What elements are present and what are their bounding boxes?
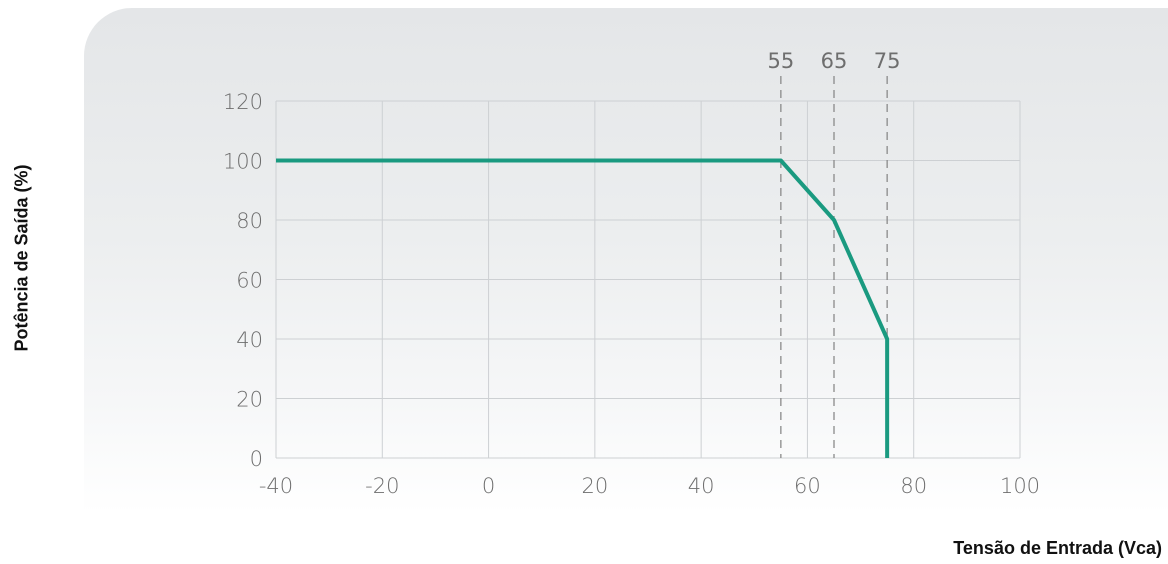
x-tick-labels: -40 -20 0 20 40 60 80 100 [259, 474, 1040, 498]
annotation-labels: 55 65 75 [767, 49, 900, 73]
x-tick-label: 80 [900, 474, 927, 498]
x-tick-label: 40 [688, 474, 715, 498]
y-tick-label: 40 [236, 328, 263, 352]
x-tick-label: 20 [581, 474, 608, 498]
series-lines [276, 158, 890, 458]
y-tick-label: 100 [223, 150, 263, 174]
annotation-label-65: 65 [821, 49, 848, 73]
annotation-label-75: 75 [874, 49, 901, 73]
x-tick-label: 100 [1000, 474, 1040, 498]
x-axis-label: Tensão de Entrada (Vca) [953, 538, 1162, 558]
x-tick-label: -40 [259, 474, 293, 498]
y-tick-labels: 0 20 40 60 80 100 120 [223, 90, 263, 471]
y-tick-label: 20 [236, 388, 263, 412]
annotation-guides [780, 76, 888, 458]
x-tick-label: 60 [794, 474, 821, 498]
y-tick-label: 80 [236, 209, 263, 233]
x-tick-label: -20 [365, 474, 399, 498]
grid-lines [275, 100, 1021, 459]
annotation-label-55: 55 [767, 49, 794, 73]
chart-background-panel [84, 8, 1168, 513]
y-tick-label: 60 [236, 269, 263, 293]
series-line-0 [276, 158, 890, 458]
y-axis-label: Potência de Saída (%) [11, 164, 32, 352]
y-tick-label: 120 [223, 90, 263, 114]
y-tick-label: 0 [250, 447, 263, 471]
x-tick-label: 0 [482, 474, 495, 498]
